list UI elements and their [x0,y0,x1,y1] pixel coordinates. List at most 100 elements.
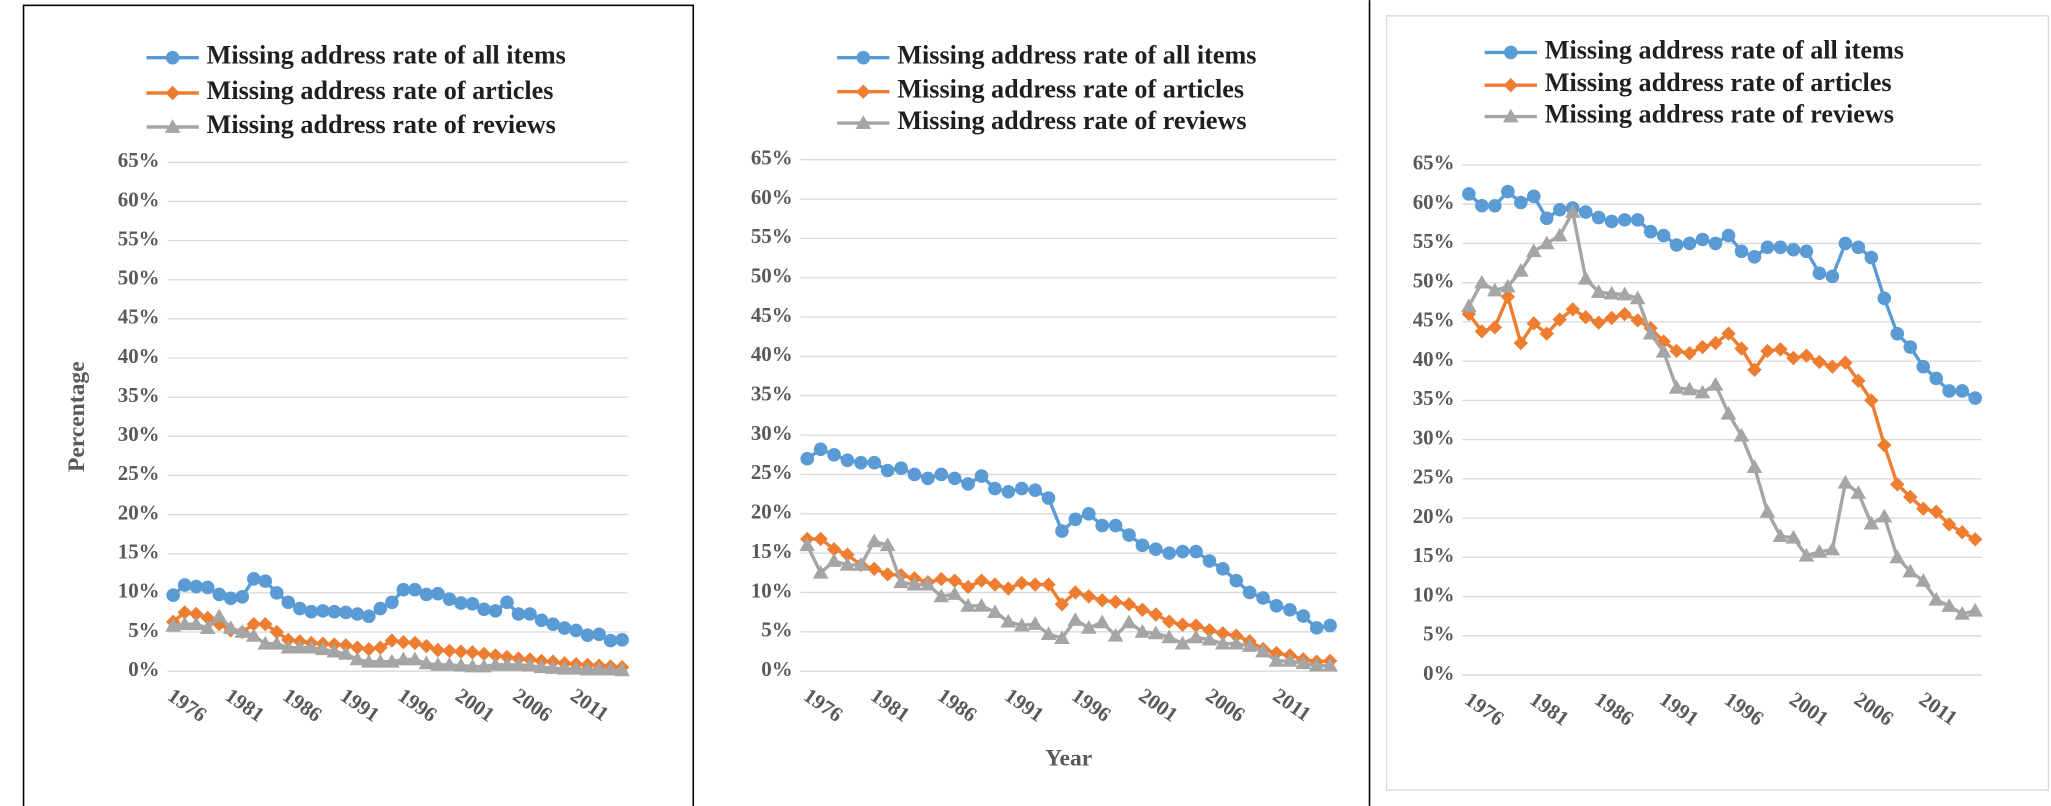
point [487,657,504,671]
point [1474,324,1490,339]
point [1552,312,1567,327]
point [1201,631,1218,646]
point [1500,289,1516,304]
point [442,592,457,606]
point [1591,315,1606,330]
point [1877,437,1892,453]
point [880,567,895,582]
point [947,471,962,486]
point [1068,585,1083,600]
point [499,657,515,671]
point [602,661,619,676]
point [556,660,573,675]
point [1189,544,1203,559]
point [1824,541,1841,556]
point [1825,269,1840,284]
point [1864,393,1879,408]
point [316,604,330,618]
point [974,573,989,588]
point [1028,483,1042,497]
point [1929,371,1944,386]
point [1746,459,1763,473]
y-tick-label: 60% [751,185,793,209]
point [164,119,181,133]
point [947,573,962,588]
point [615,633,629,647]
point [934,571,949,587]
point [1720,405,1737,420]
point [269,586,284,600]
x-tick-label: 1991 [336,683,384,727]
point [853,557,869,571]
point [1552,202,1567,217]
point [813,531,828,547]
legend-label: Missing address rate of all items [1545,35,1904,64]
point [1202,623,1217,638]
point [199,620,216,634]
x-tick-label: 1996 [1720,687,1768,731]
point [1759,503,1776,518]
point [1501,184,1515,199]
y-tick-label: 50% [118,266,160,290]
series-line [805,539,1331,668]
point [1108,594,1123,610]
point [826,541,842,557]
point [1462,187,1476,201]
legend-label: Missing address rate of reviews [1545,100,1894,129]
point [1915,573,1932,587]
point [327,604,342,619]
y-tick-label: 25% [118,461,160,485]
point [987,577,1003,592]
y-tick-label: 55% [751,224,793,248]
y-tick-label: 5% [1423,622,1454,646]
point [1825,359,1840,374]
point [453,657,469,672]
point [1734,341,1749,356]
point [1308,657,1325,672]
point [396,634,411,650]
point [1695,232,1710,247]
point [1772,528,1789,543]
point [1162,614,1177,629]
point [1282,653,1298,667]
point [280,639,297,654]
point [1577,270,1594,285]
y-tick-label: 0% [128,657,159,681]
point [1564,204,1581,218]
point [854,455,868,470]
point [177,578,192,592]
point [1000,613,1017,628]
y-tick-label: 35% [118,383,160,407]
y-tick-label: 35% [751,382,793,406]
point [349,651,366,666]
point [1295,655,1312,670]
point [1512,263,1529,277]
point [1040,626,1057,641]
point [419,587,434,602]
point [430,657,446,671]
point [1656,228,1671,243]
point [1669,238,1684,252]
y-tick-label: 55% [118,226,160,250]
point [1864,250,1879,265]
panel-frame [22,4,695,806]
point [1188,629,1204,644]
point [827,447,841,462]
point [1175,544,1190,559]
legend-label: Missing address rate of reviews [897,106,1246,135]
point [1928,591,1945,606]
point [407,651,423,666]
point [1323,618,1337,633]
point [1916,501,1931,516]
point [454,596,468,610]
x-tick-label: 2001 [1134,683,1182,727]
point [235,589,250,604]
point [384,653,400,668]
point [258,616,273,632]
x-tick-label: 1976 [1461,687,1509,731]
legend-label: Missing address rate of all items [897,41,1256,70]
x-axis-label: Year [1045,745,1092,771]
point [1642,325,1659,340]
point [1107,627,1124,642]
point [1876,508,1893,523]
